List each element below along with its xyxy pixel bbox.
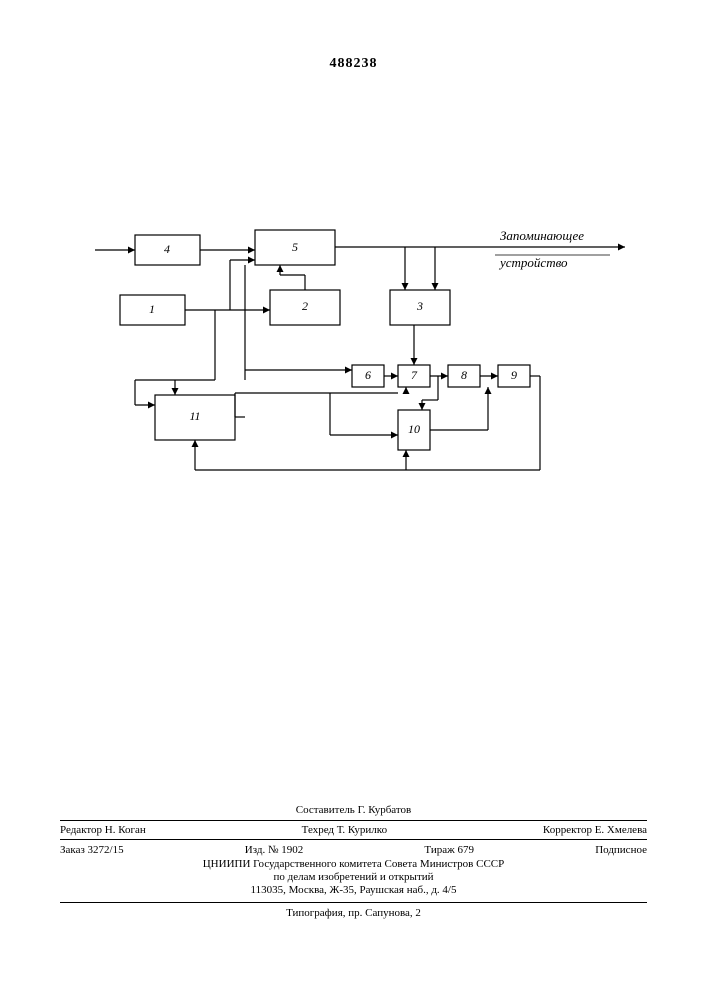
typography-line: Типография, пр. Сапунова, 2 <box>60 907 647 919</box>
output-label-line2: устройство <box>498 255 568 270</box>
output-label-line1: Запоминающее <box>500 228 584 243</box>
block-9-label: 9 <box>511 368 517 382</box>
address-line: 113035, Москва, Ж-35, Раушская наб., д. … <box>60 884 647 896</box>
block-2-label: 2 <box>302 299 308 313</box>
corrector: Корректор Е. Хмелева <box>543 824 647 836</box>
block-11-label: 11 <box>189 409 200 423</box>
issue-number: Изд. № 1902 <box>245 844 303 856</box>
block-1-label: 1 <box>149 302 155 316</box>
organization-line-2: по делам изобретений и открытий <box>60 871 647 883</box>
author-line: Составитель Г. Курбатов <box>60 804 647 816</box>
block-4-label: 4 <box>164 242 170 256</box>
block-8-label: 8 <box>461 368 467 382</box>
block-6-label: 6 <box>365 368 371 382</box>
editor: Редактор Н. Коган <box>60 824 146 836</box>
block-7-label: 7 <box>411 368 418 382</box>
block-diagram: 4 5 1 2 3 6 7 8 9 <box>80 225 640 515</box>
block-5-label: 5 <box>292 240 298 254</box>
block-10-label: 10 <box>408 422 420 436</box>
document-number: 488238 <box>0 56 707 72</box>
techred: Техред Т. Курилко <box>302 824 387 836</box>
order-number: Заказ 3272/15 <box>60 844 124 856</box>
circulation: Тираж 679 <box>424 844 474 856</box>
footer-block: Составитель Г. Курбатов Редактор Н. Кога… <box>60 804 647 920</box>
block-3-label: 3 <box>416 299 423 313</box>
subscription: Подписное <box>595 844 647 856</box>
organization-line: ЦНИИПИ Государственного комитета Совета … <box>60 858 647 870</box>
